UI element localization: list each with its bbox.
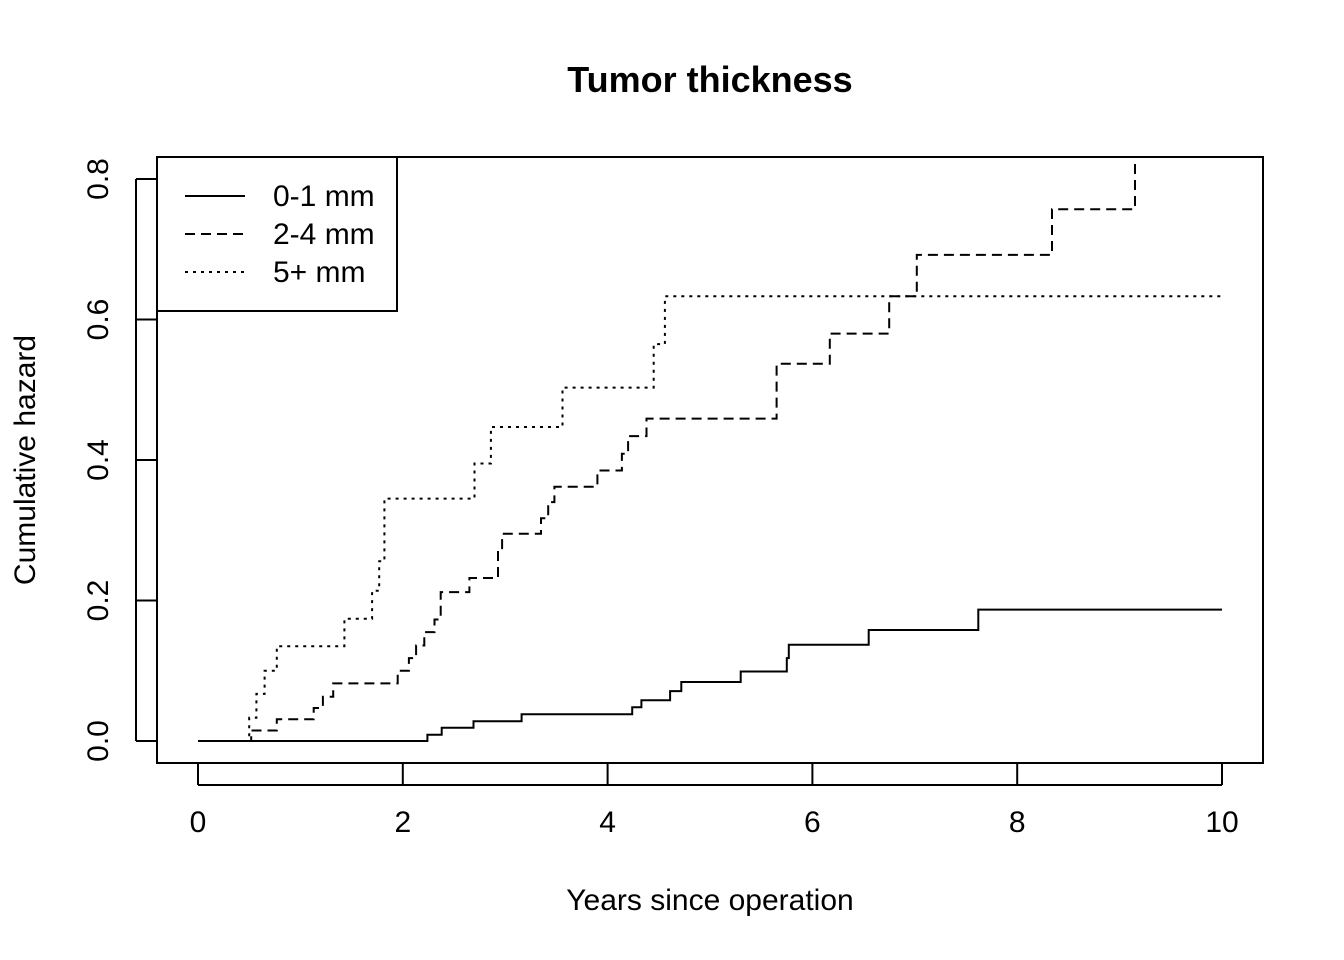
legend-label: 2-4 mm <box>273 218 375 251</box>
legend-label: 0-1 mm <box>273 180 375 213</box>
x-tick-label: 8 <box>1009 806 1026 839</box>
y-tick-label: 0.6 <box>82 299 115 341</box>
x-tick-label: 0 <box>190 806 207 839</box>
series-line-5-mm <box>198 295 1222 742</box>
x-tick-label: 2 <box>394 806 411 839</box>
legend-box <box>156 156 398 312</box>
series-line-0-1-mm <box>198 608 1222 742</box>
axes: 0 2 4 6 8 10 0.0 0.2 0.4 0.6 0.8 <box>82 156 1264 839</box>
x-tick-label: 4 <box>599 806 616 839</box>
x-tick-label: 10 <box>1205 806 1238 839</box>
legend: 0-1 mm 2-4 mm 5+ mm <box>156 156 398 312</box>
plot-area <box>198 157 1222 742</box>
y-tick-label: 0.4 <box>82 439 115 481</box>
x-tick-label: 6 <box>804 806 821 839</box>
series-line-2-4-mm <box>198 157 1136 742</box>
y-tick-label: 0.2 <box>82 580 115 622</box>
y-axis-label: Cumulative hazard <box>9 335 42 585</box>
y-tick-label: 0.0 <box>82 720 115 762</box>
x-axis-label: Years since operation <box>566 884 853 917</box>
chart-title: Tumor thickness <box>567 59 852 100</box>
y-tick-label: 0.8 <box>82 158 115 200</box>
legend-label: 5+ mm <box>273 256 366 289</box>
